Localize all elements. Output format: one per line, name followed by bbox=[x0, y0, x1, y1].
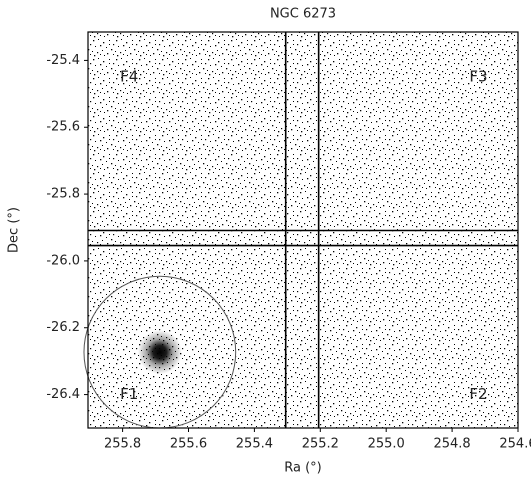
x-tick-label: 255.2 bbox=[302, 437, 339, 452]
x-tick-label: 255.6 bbox=[170, 437, 207, 452]
x-axis-label: Ra (°) bbox=[284, 461, 322, 476]
y-tick-label: -25.6 bbox=[46, 120, 80, 135]
field-label: F1 bbox=[120, 385, 138, 403]
x-tick-label: 255.0 bbox=[368, 437, 405, 452]
y-tick-label: -25.4 bbox=[46, 53, 80, 68]
cluster-core bbox=[137, 330, 182, 375]
field-label: F2 bbox=[469, 385, 487, 403]
y-tick-label: -26.2 bbox=[46, 320, 80, 335]
x-tick-label: 254.8 bbox=[433, 437, 470, 452]
field-label: F4 bbox=[120, 68, 138, 86]
x-tick-label: 254.6 bbox=[499, 437, 531, 452]
x-tick-label: 255.8 bbox=[104, 437, 141, 452]
field-label: F3 bbox=[469, 68, 487, 86]
x-tick-label: 255.4 bbox=[236, 437, 273, 452]
y-axis-label: Dec (°) bbox=[7, 207, 22, 253]
y-tick-label: -25.8 bbox=[46, 187, 80, 202]
y-tick-label: -26.0 bbox=[46, 253, 80, 268]
chart-title: NGC 6273 bbox=[270, 7, 336, 22]
y-tick-label: -26.4 bbox=[46, 387, 80, 402]
plot-frame bbox=[87, 31, 519, 429]
